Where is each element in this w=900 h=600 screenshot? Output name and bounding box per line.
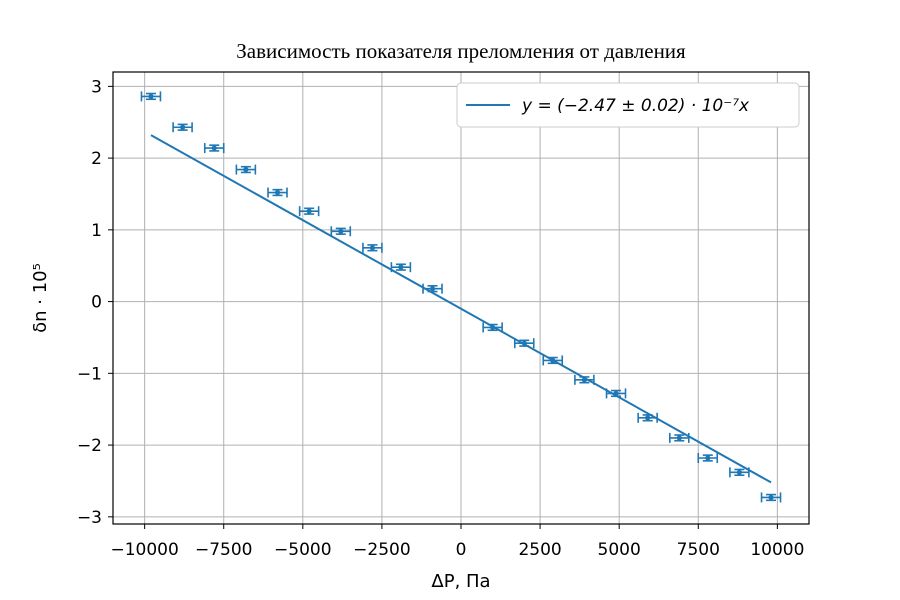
x-tick-label: 0 xyxy=(456,540,467,560)
data-point xyxy=(172,122,193,133)
y-tick-label: −1 xyxy=(77,364,102,384)
y-ticks: −3 −2 −1 0 1 2 3 xyxy=(77,77,113,528)
x-tick-label: 10000 xyxy=(750,540,804,560)
data-point-marker xyxy=(613,390,619,397)
data-point-marker xyxy=(338,228,344,234)
data-point-marker xyxy=(274,189,281,196)
legend-box xyxy=(456,82,800,128)
x-tick-label: 7500 xyxy=(677,540,720,560)
data-point xyxy=(482,322,503,333)
data-point xyxy=(422,283,443,294)
data-point xyxy=(203,143,225,154)
data-point-marker xyxy=(768,494,774,501)
x-tick-label: −5000 xyxy=(274,540,332,560)
data-point xyxy=(542,355,564,366)
y-axis-label: δn · 10⁵ xyxy=(30,263,51,333)
x-ticks: −10000 −7500 −5000 −2500 0 2500 5000 7500 10000 xyxy=(110,524,804,560)
data-point xyxy=(390,262,412,273)
data-point-marker xyxy=(550,357,556,364)
x-axis-label: ΔP, Па xyxy=(431,571,490,592)
fit-layer xyxy=(150,134,772,484)
data-point xyxy=(637,412,658,423)
y-tick-label: −3 xyxy=(77,508,102,528)
chart-title: Зависимость показателя преломления от да… xyxy=(236,39,686,63)
x-tick-label: 5000 xyxy=(598,540,641,560)
fit-line xyxy=(150,134,772,484)
data-point xyxy=(235,164,257,175)
legend: y = (−2.47 ± 0.02) · 10⁻⁷x xyxy=(456,82,800,128)
data-point-marker xyxy=(398,264,404,270)
data-point-marker xyxy=(429,286,436,292)
data-point-marker xyxy=(645,415,651,421)
legend-label: y = (−2.47 ± 0.02) · 10⁻⁷x xyxy=(521,96,750,116)
data-point-marker xyxy=(705,455,711,461)
data-point xyxy=(697,452,719,463)
data-point xyxy=(140,91,162,102)
x-tick-label: 2500 xyxy=(518,540,561,560)
plot-frame xyxy=(112,71,810,525)
x-tick-label: −10000 xyxy=(110,540,178,560)
data-point xyxy=(330,226,352,237)
y-tick-label: −2 xyxy=(77,436,102,456)
data-point xyxy=(668,432,690,443)
y-tick-label: 3 xyxy=(91,77,102,97)
data-point xyxy=(362,242,383,253)
data-point-marker xyxy=(148,93,154,99)
data-point xyxy=(267,187,288,198)
data-point-marker xyxy=(490,324,496,331)
grid xyxy=(113,72,809,524)
y-tick-label: 1 xyxy=(91,221,102,241)
data-point-marker xyxy=(676,435,682,441)
y-tick-label: 2 xyxy=(91,149,102,169)
y-tick-label: 0 xyxy=(91,293,102,313)
data-point xyxy=(574,374,595,385)
data-point xyxy=(605,388,627,399)
data-point-marker xyxy=(306,208,312,214)
data-point-marker xyxy=(211,145,217,151)
x-tick-label: −7500 xyxy=(195,540,253,560)
data-point-marker xyxy=(736,469,743,475)
data-point-marker xyxy=(521,340,527,346)
data-point xyxy=(729,467,750,478)
data-point-marker xyxy=(369,245,376,251)
data-point xyxy=(513,338,535,349)
data-point-marker xyxy=(180,124,186,130)
data-point-marker xyxy=(581,377,587,383)
data-point xyxy=(760,492,782,503)
data-point-marker xyxy=(243,166,249,173)
x-tick-label: −2500 xyxy=(353,540,411,560)
data-point xyxy=(298,206,320,217)
data-points xyxy=(140,91,782,503)
